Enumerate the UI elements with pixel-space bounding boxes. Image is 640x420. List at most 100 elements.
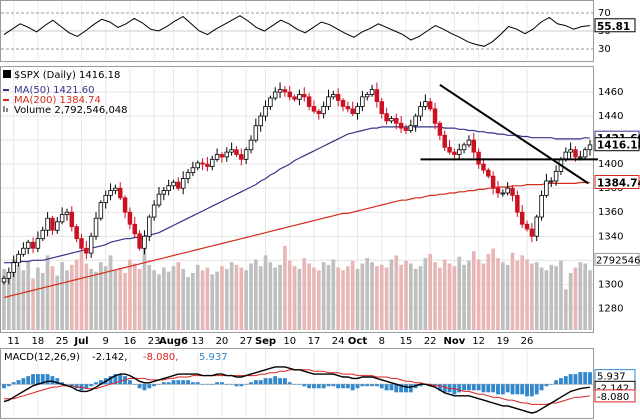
candle-body <box>568 149 573 153</box>
volume-bar <box>500 262 505 330</box>
candle-body <box>127 211 133 225</box>
volume-bar <box>471 251 476 330</box>
date-tick-label: 11 <box>7 336 20 347</box>
volume-bar <box>161 267 166 330</box>
candle-body <box>258 115 263 127</box>
macd-histogram-bar <box>205 384 210 385</box>
candle-body <box>108 190 113 196</box>
candle-body <box>6 271 12 279</box>
volume-bar <box>408 263 413 330</box>
candle-body <box>355 106 360 115</box>
last-price-tag: 1416.18 <box>597 140 640 152</box>
volume-bar <box>157 274 161 330</box>
volume-bar <box>578 262 583 330</box>
macd-histogram-bar <box>171 380 176 385</box>
candle-body <box>229 149 234 153</box>
volume-bar <box>346 266 350 330</box>
candle-body <box>166 185 171 191</box>
macd-histogram-bar <box>525 384 529 397</box>
volume-bar <box>496 258 500 330</box>
macd-histogram-bar <box>113 374 118 385</box>
volume-bar <box>438 267 442 330</box>
macd-histogram-bar <box>210 384 215 385</box>
candle-body <box>495 187 501 194</box>
volume-bar <box>181 268 186 330</box>
candle-body <box>132 223 138 235</box>
macd-histogram-bar <box>496 384 500 395</box>
macd-histogram-bar <box>481 384 486 393</box>
candle-body <box>234 149 239 155</box>
volume-bar <box>404 260 408 330</box>
volume-bar <box>123 273 127 330</box>
rsi-tick-label: 70 <box>598 8 611 19</box>
macd-histogram-bar <box>321 384 326 389</box>
volume-bar <box>55 275 60 330</box>
price-legend: $SPX (Daily) 1416.18 MA(50) 1421.60 MA(2… <box>3 70 128 116</box>
macd-histogram-bar <box>365 384 370 387</box>
macd-histogram-bar <box>263 378 268 385</box>
macd-histogram-bar <box>215 382 220 385</box>
macd-histogram-bar <box>399 384 404 393</box>
candle-body <box>476 151 481 165</box>
rsi-tag-box <box>594 18 636 33</box>
candle-body <box>384 113 389 122</box>
resistance-trendline <box>439 83 589 185</box>
date-tick-label: 18 <box>32 336 45 347</box>
macd-histogram-bar <box>268 378 273 385</box>
volume-bar <box>559 260 563 330</box>
macd-signal-value: -8.080, <box>143 352 178 363</box>
volume-bar <box>568 273 573 330</box>
macd-histogram-bar <box>418 384 423 387</box>
volume-bar <box>137 268 142 330</box>
volume-bar <box>263 255 268 330</box>
macd-histogram-bar <box>74 384 79 389</box>
candle-body <box>272 91 278 99</box>
candle-body <box>243 149 249 160</box>
macd-histogram-bar <box>510 384 515 395</box>
volume-bar <box>186 277 190 330</box>
volume-bar <box>457 256 462 330</box>
volume-bar <box>132 263 137 330</box>
macd-histogram-bar <box>118 374 123 385</box>
volume-bar <box>234 264 239 330</box>
volume-bar <box>515 260 520 330</box>
volume-bar <box>413 268 418 330</box>
candle-body <box>171 181 176 187</box>
volume-bar <box>142 248 147 330</box>
macd-histogram-bar <box>152 384 157 387</box>
candle-body <box>16 253 21 264</box>
macd-histogram-bar <box>437 384 442 391</box>
volume-bar <box>510 252 515 330</box>
volume-bar <box>69 264 74 330</box>
macd-histogram-bar <box>35 374 40 385</box>
last-price-tag-box <box>594 137 640 152</box>
macd-histogram-bar <box>331 384 336 387</box>
candle-body <box>156 193 162 206</box>
macd-histogram-bar <box>161 382 166 385</box>
macd-histogram-bar <box>302 384 307 387</box>
candle-body <box>374 89 380 103</box>
candle-body <box>573 149 578 158</box>
date-tick-label: 16 <box>124 336 137 347</box>
macd-histogram-bar <box>127 380 132 385</box>
macd-histogram-bar <box>21 378 26 385</box>
candle-body <box>297 94 302 100</box>
macd-histogram-bar <box>31 374 35 385</box>
date-tick-label: 10 <box>283 336 296 347</box>
macd-histogram-bar <box>554 380 559 385</box>
candle-body <box>432 108 438 124</box>
volume-bar <box>60 262 64 330</box>
volume-bar <box>26 262 31 330</box>
macd-histogram-bar <box>360 384 365 387</box>
axis-labels: 1460144014201400138013601340132013001280… <box>7 8 640 403</box>
macd-histogram-bar <box>520 384 525 395</box>
rsi-line <box>3 15 591 47</box>
macd-histogram-bar <box>384 384 389 391</box>
legend-volume: Volume 2,792,546,048 <box>14 105 128 116</box>
candle-body <box>195 162 200 169</box>
macd-histogram-bar <box>316 384 321 389</box>
volume-bar <box>36 267 40 330</box>
candle-body <box>408 125 414 131</box>
macd-histogram-bar <box>573 374 578 385</box>
volume-bar <box>442 259 447 330</box>
